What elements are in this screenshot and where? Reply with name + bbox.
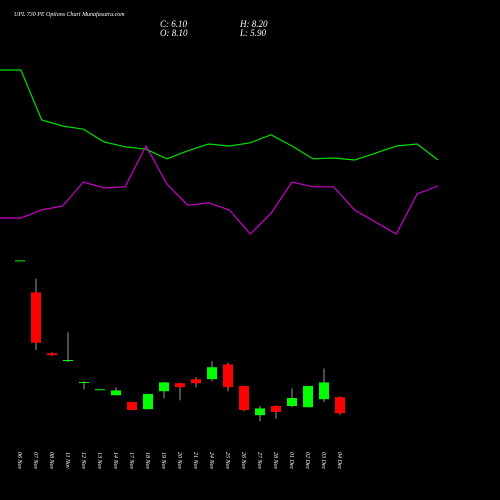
candle-body [207, 367, 217, 380]
candle-body [47, 353, 57, 356]
low-label: L: 5.90 [239, 28, 267, 38]
candle-body [319, 382, 329, 400]
x-tick-label: 06 Nov [16, 452, 22, 470]
x-tick-label: 08 Nov [48, 452, 54, 470]
candle-body [287, 398, 297, 406]
x-tick-label: 19 Nov [160, 452, 166, 470]
high-label: H: 8.20 [239, 19, 268, 29]
x-tick-label: 20 Nov [176, 452, 182, 470]
indicator-line [0, 144, 439, 235]
x-tick-label: 11 Nov [64, 452, 70, 469]
candle-body [63, 360, 73, 361]
x-tick-label: 24 Nov [208, 452, 215, 470]
candle-body [175, 383, 185, 388]
candle-body [191, 379, 201, 384]
x-tick-label: 27 Nov [256, 452, 262, 470]
candle-body [239, 386, 249, 410]
x-tick-label: 03 Dec [320, 452, 326, 469]
x-tick-label: 12 Nov [80, 452, 86, 470]
candle-body [223, 364, 233, 388]
x-tick-label: 17 Nov [128, 452, 134, 470]
x-tick-label: 28 Nov [272, 452, 278, 470]
candle-body [303, 386, 313, 408]
x-tick-label: 13 Nov [96, 452, 102, 470]
candle-body [95, 389, 105, 391]
candle-body [335, 397, 345, 414]
candle-body [31, 292, 41, 343]
x-tick-label: 26 Nov [240, 452, 246, 470]
candle-body [255, 408, 265, 416]
x-tick-label: 04 Dec [336, 452, 343, 469]
candle-body [143, 394, 153, 410]
x-tick-label: 02 Dec [304, 452, 310, 469]
x-tick-label: 25 Nov [224, 452, 230, 470]
x-tick-label: 01 Dec [288, 452, 294, 469]
candle-body [111, 390, 121, 396]
indicator-line [0, 69, 439, 161]
candle-body [159, 382, 169, 392]
x-tick-label: 18 Nov [144, 452, 150, 470]
open-label: O: 8.10 [160, 28, 188, 38]
candle-body [79, 382, 89, 383]
candle-body [15, 260, 25, 262]
close-label: C: 6.10 [160, 19, 188, 29]
x-tick-label: 14 Nov [112, 452, 119, 470]
x-tick-label: 21 Nov [192, 452, 198, 470]
chart-title: UPL 730 PE Options Chart Munafasutra.com [14, 11, 125, 18]
candle-body [127, 402, 137, 410]
candle-body [271, 406, 281, 412]
x-tick-label: 07 Nov [32, 452, 38, 470]
